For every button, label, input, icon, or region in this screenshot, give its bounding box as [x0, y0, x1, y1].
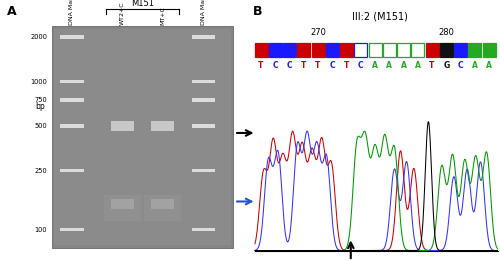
Text: WT2+C: WT2+C [120, 1, 125, 25]
Text: T: T [316, 61, 320, 70]
Text: 280: 280 [438, 28, 454, 37]
Bar [111, 199, 134, 209]
Bar [326, 43, 339, 57]
Bar [368, 43, 382, 57]
Text: A: A [400, 61, 406, 70]
Bar [297, 43, 310, 57]
Text: C: C [458, 61, 464, 70]
Bar [254, 43, 268, 57]
Text: III:2 (M151): III:2 (M151) [352, 12, 408, 22]
Bar [468, 43, 481, 57]
Text: T: T [430, 61, 434, 70]
Text: bp: bp [36, 102, 46, 111]
Text: 270: 270 [310, 28, 326, 37]
Bar [340, 43, 353, 57]
Text: C: C [272, 61, 278, 70]
Bar [60, 169, 84, 173]
Bar [52, 26, 233, 248]
Bar [54, 29, 231, 245]
Text: 500: 500 [34, 123, 48, 129]
Text: A: A [386, 61, 392, 70]
Text: M151: M151 [131, 0, 154, 8]
Text: C: C [286, 61, 292, 70]
Text: A: A [372, 61, 378, 70]
Bar [60, 35, 84, 39]
Text: B: B [252, 5, 262, 18]
Text: G: G [443, 61, 450, 70]
Bar [426, 43, 438, 57]
Text: 250: 250 [34, 168, 48, 174]
Bar [454, 43, 467, 57]
Bar [482, 43, 496, 57]
Bar [60, 98, 84, 102]
Bar [192, 124, 216, 128]
Text: 2000: 2000 [30, 34, 48, 40]
Text: 100: 100 [34, 227, 48, 233]
Bar [104, 195, 142, 221]
Text: 750: 750 [34, 97, 48, 103]
Bar [283, 43, 296, 57]
Bar [192, 228, 216, 231]
Bar [60, 124, 84, 128]
Text: T: T [301, 61, 306, 70]
Text: 1000: 1000 [30, 79, 48, 85]
Text: A: A [472, 61, 478, 70]
Text: A: A [415, 61, 420, 70]
Text: C: C [358, 61, 364, 70]
Bar [397, 43, 410, 57]
Bar [111, 121, 134, 131]
Bar [192, 80, 216, 83]
Bar [150, 121, 174, 131]
Text: C: C [330, 61, 335, 70]
Bar [354, 43, 367, 57]
Bar [269, 43, 282, 57]
Bar [60, 80, 84, 83]
Bar [60, 228, 84, 231]
Bar [192, 169, 216, 173]
Text: MT+C: MT+C [160, 6, 165, 25]
Text: DNA Marker: DNA Marker [201, 0, 206, 25]
Bar [440, 43, 453, 57]
Text: T: T [258, 61, 264, 70]
Bar [411, 43, 424, 57]
Bar [144, 195, 181, 221]
Text: DNA Marker: DNA Marker [70, 0, 74, 25]
Bar [192, 35, 216, 39]
Text: A: A [486, 61, 492, 70]
Bar [150, 199, 174, 209]
Bar [312, 43, 324, 57]
Bar [192, 98, 216, 102]
Text: T: T [344, 61, 349, 70]
Text: A: A [8, 5, 17, 18]
Bar [383, 43, 396, 57]
